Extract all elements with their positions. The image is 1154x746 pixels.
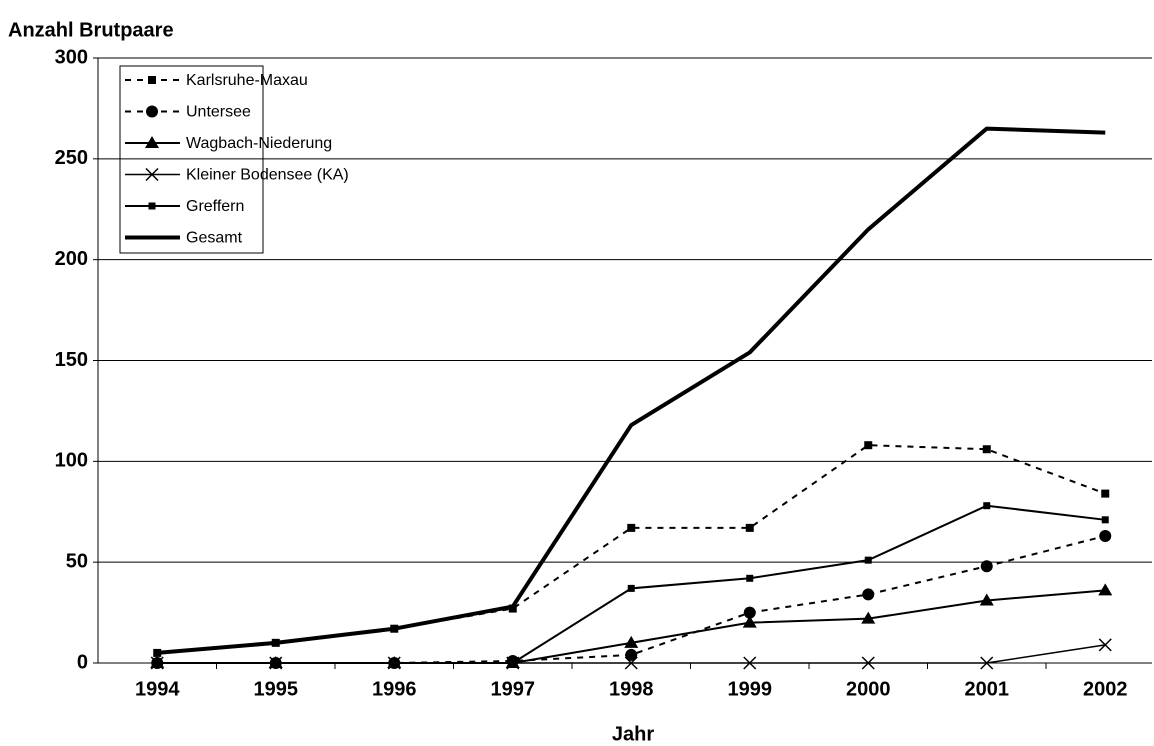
marker — [627, 523, 636, 532]
x-tick-label: 2000 — [846, 678, 891, 700]
legend-label: Karlsruhe-Maxau — [186, 72, 308, 89]
marker — [390, 659, 398, 667]
marker — [743, 656, 757, 670]
marker — [980, 656, 994, 670]
legend-label: Greffern — [186, 198, 244, 215]
marker — [153, 659, 161, 667]
marker — [742, 615, 757, 628]
marker — [864, 556, 872, 564]
marker — [983, 502, 991, 510]
legend-marker — [146, 105, 158, 118]
marker — [861, 611, 876, 624]
marker — [272, 659, 280, 667]
legend-label: Gesamt — [186, 230, 243, 247]
legend-box — [119, 65, 264, 254]
x-tick-label: 1995 — [254, 678, 299, 700]
marker — [746, 574, 754, 582]
marker — [864, 441, 873, 450]
x-tick-label: 2001 — [965, 678, 1010, 700]
legend-marker — [145, 136, 159, 148]
marker — [861, 656, 875, 670]
x-tick-label: 2002 — [1083, 678, 1128, 700]
y-tick-label: 50 — [66, 550, 88, 572]
x-tick-label: 1997 — [491, 678, 536, 700]
y-tick-label: 100 — [55, 450, 88, 472]
legend-marker — [145, 167, 159, 182]
y-tick-label: 300 — [55, 46, 88, 68]
chart-title: Anzahl Brutpaare — [8, 19, 174, 41]
marker — [745, 523, 754, 532]
series-line — [157, 126, 1106, 655]
x-tick-label: 1996 — [372, 678, 417, 700]
series-line — [157, 444, 1106, 654]
legend-label: Kleiner Bodensee (KA) — [186, 167, 349, 184]
marker — [624, 635, 639, 648]
legend-marker — [148, 202, 156, 210]
x-tick-label: 1994 — [135, 678, 180, 700]
marker — [1098, 638, 1112, 652]
legend-label: Untersee — [186, 104, 251, 121]
marker — [1099, 529, 1112, 542]
legend-label: Wagbach-Niederung — [186, 135, 332, 152]
y-tick-label: 0 — [77, 651, 88, 673]
marker — [1098, 583, 1113, 596]
x-tick-label: 1998 — [609, 678, 654, 700]
marker — [625, 648, 638, 661]
y-tick-label: 250 — [55, 147, 88, 169]
x-axis-label: Jahr — [612, 723, 654, 745]
marker — [979, 593, 994, 606]
marker — [743, 606, 756, 619]
marker — [862, 588, 875, 601]
x-tick-label: 1999 — [728, 678, 773, 700]
legend-marker — [148, 76, 156, 84]
marker — [980, 560, 993, 573]
marker — [624, 656, 638, 670]
marker — [982, 445, 991, 454]
y-tick-label: 200 — [55, 248, 88, 270]
marker — [1101, 516, 1109, 524]
marker — [509, 659, 517, 667]
marker — [1101, 489, 1110, 498]
marker — [627, 584, 635, 592]
y-tick-label: 150 — [55, 349, 88, 371]
